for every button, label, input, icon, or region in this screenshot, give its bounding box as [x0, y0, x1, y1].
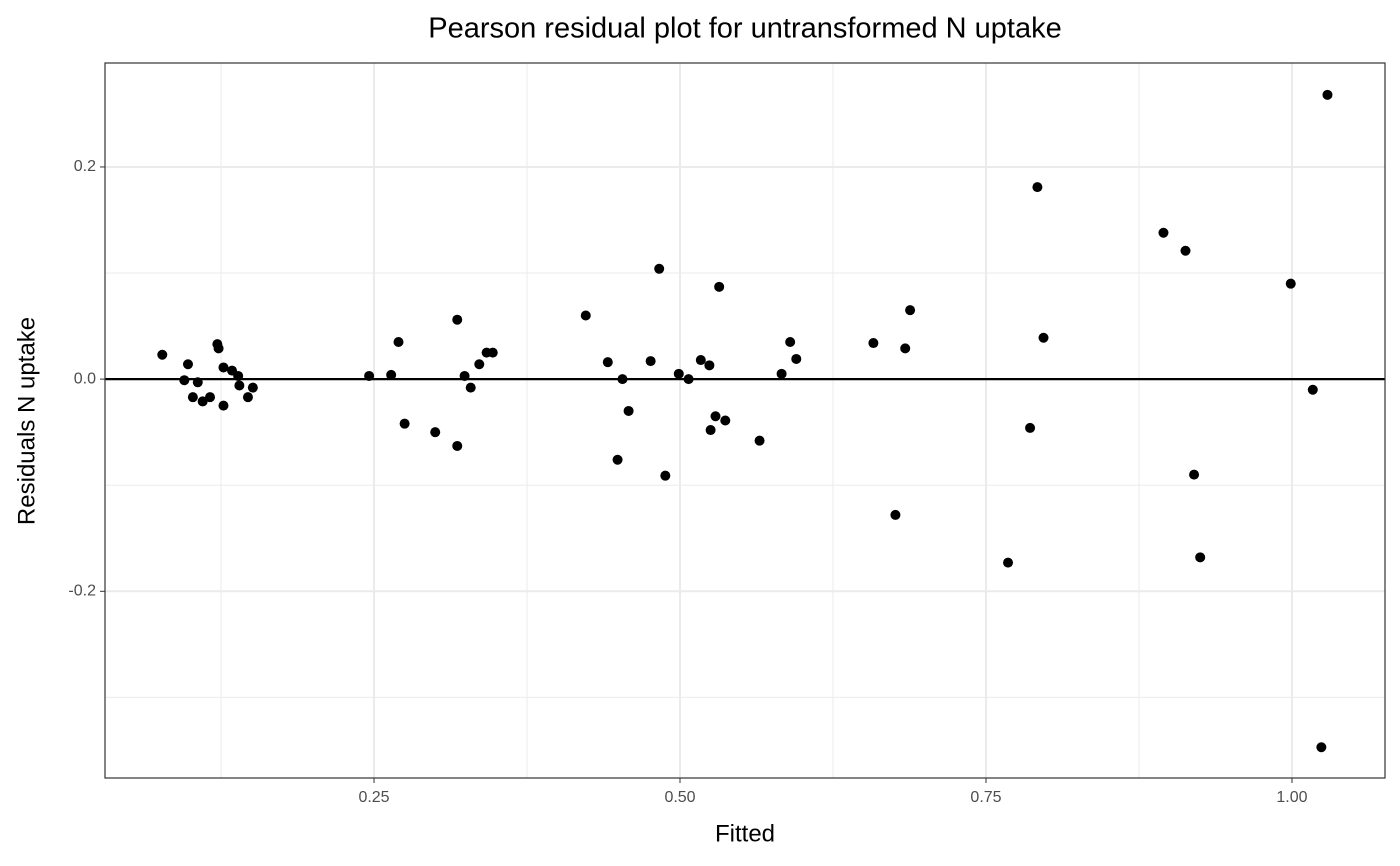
- point: [465, 382, 476, 393]
- point: [705, 425, 716, 436]
- point: [1307, 384, 1318, 395]
- point: [617, 374, 628, 385]
- point: [157, 349, 168, 360]
- point: [683, 374, 694, 385]
- y-axis-title: Residuals N uptake: [13, 317, 40, 525]
- point: [452, 440, 463, 451]
- point: [1322, 89, 1333, 100]
- point: [179, 375, 190, 386]
- point: [364, 370, 375, 381]
- point: [776, 368, 787, 379]
- point: [182, 359, 193, 370]
- point: [233, 370, 244, 381]
- point: [905, 305, 916, 316]
- chart-title: Pearson residual plot for untransformed …: [428, 13, 1062, 45]
- x-tick-label: 0.75: [970, 789, 1001, 806]
- point: [192, 377, 203, 388]
- point: [197, 396, 208, 407]
- point: [714, 281, 725, 292]
- x-tick-label: 0.25: [358, 789, 389, 806]
- point: [580, 310, 591, 321]
- point: [612, 454, 623, 465]
- x-tick-label: 0.50: [664, 789, 695, 806]
- point: [900, 343, 911, 354]
- point: [1180, 245, 1191, 256]
- point: [205, 392, 216, 403]
- y-tick-label: 0.2: [74, 158, 96, 175]
- point: [1158, 227, 1169, 238]
- point: [1285, 278, 1296, 289]
- point: [645, 356, 656, 367]
- point: [399, 418, 410, 429]
- y-tick-label: 0.0: [74, 370, 96, 387]
- point: [452, 314, 463, 325]
- point: [890, 509, 901, 520]
- point: [623, 405, 634, 416]
- point: [785, 336, 796, 347]
- point: [247, 382, 258, 393]
- point: [242, 392, 253, 403]
- point: [673, 368, 684, 379]
- point: [474, 359, 485, 370]
- point: [1316, 742, 1327, 753]
- point: [660, 470, 671, 481]
- point: [234, 380, 245, 391]
- point: [710, 411, 721, 422]
- point: [1003, 557, 1014, 568]
- point: [754, 435, 765, 446]
- point: [218, 362, 229, 373]
- point: [1195, 552, 1206, 563]
- point: [720, 415, 731, 426]
- point: [1032, 182, 1043, 193]
- x-tick-label: 1.00: [1276, 789, 1307, 806]
- point: [430, 427, 441, 438]
- point: [459, 370, 470, 381]
- point: [1189, 469, 1200, 480]
- point: [1025, 422, 1036, 433]
- x-axis-title: Fitted: [715, 820, 775, 847]
- point: [868, 338, 879, 349]
- point: [704, 360, 715, 371]
- point: [791, 353, 802, 364]
- point: [187, 392, 198, 403]
- point: [386, 369, 397, 380]
- y-tick-label: -0.2: [68, 583, 96, 600]
- point: [393, 336, 404, 347]
- point: [218, 400, 229, 411]
- point: [695, 355, 706, 366]
- point: [487, 347, 498, 358]
- point: [654, 263, 665, 274]
- point: [1038, 332, 1049, 343]
- point: [213, 343, 224, 354]
- point: [602, 357, 613, 368]
- panel-border: [104, 62, 1386, 779]
